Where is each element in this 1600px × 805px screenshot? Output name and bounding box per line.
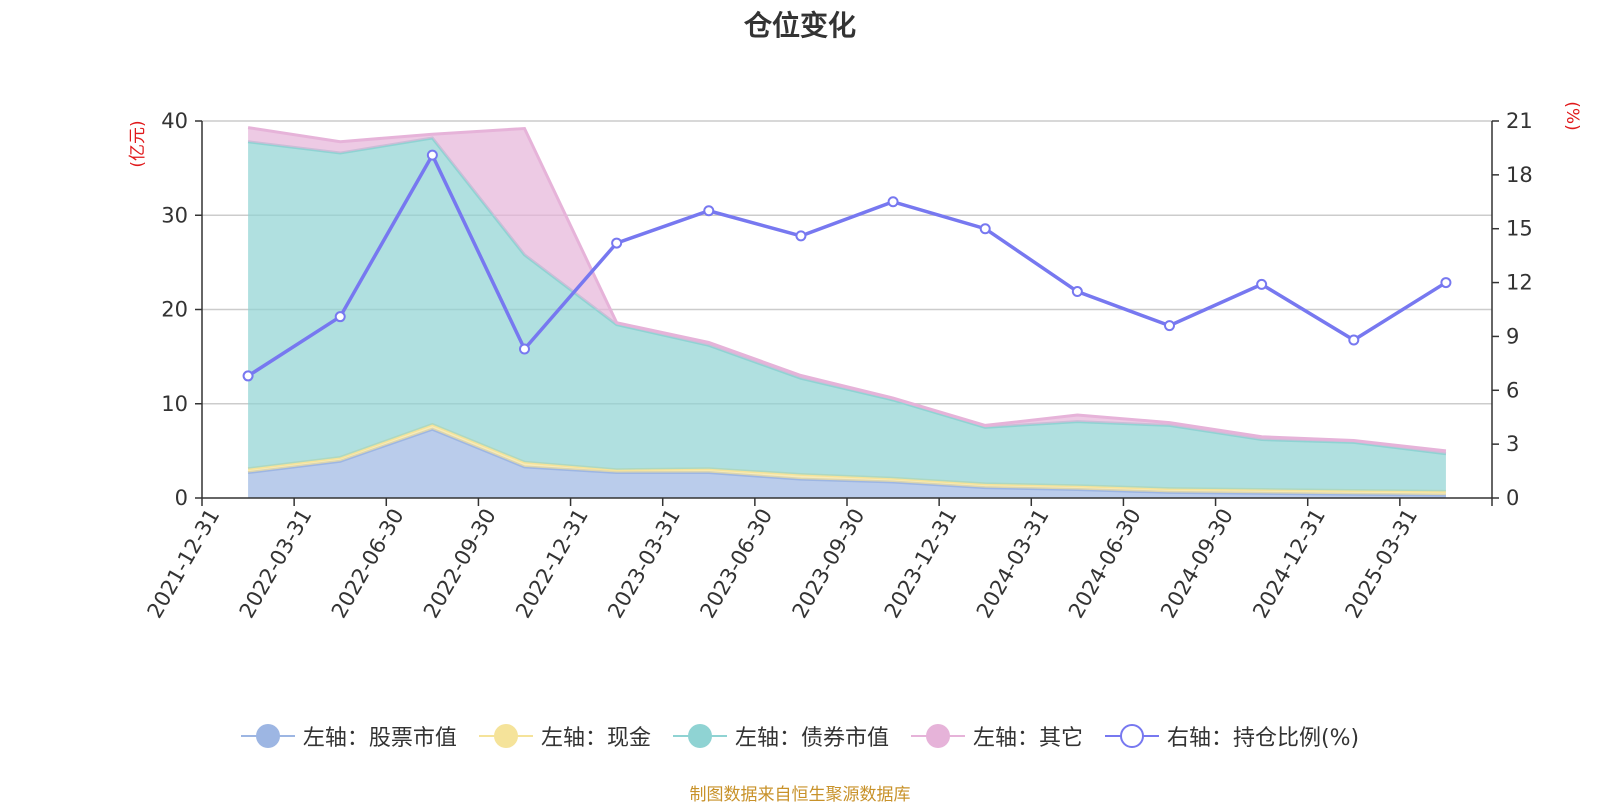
legend-ratio-icon — [1104, 723, 1159, 749]
right-tick-label-18: 18 — [1506, 163, 1533, 187]
stacked-areas — [247, 126, 1447, 498]
legend-other-icon — [910, 723, 965, 749]
legend-cash-icon — [478, 723, 533, 749]
ratio-point-2024-06-30 — [1164, 320, 1175, 332]
x-tick-label-2024-06-30: 2024-06-30 — [1064, 505, 1146, 623]
legend-bond-icon — [672, 723, 727, 749]
x-tick-label-2022-12-31: 2022-12-31 — [511, 505, 593, 623]
legend-label-bond: 左轴：债券市值 — [734, 726, 889, 751]
legend-item-other[interactable]: 左轴：其它 — [910, 720, 1083, 752]
area-other — [248, 127, 1446, 454]
x-tick-label-2025-03-31: 2025-03-31 — [1340, 505, 1422, 623]
x-tick-label-2022-06-30: 2022-06-30 — [327, 505, 409, 623]
right-tick-label-0: 0 — [1506, 486, 1519, 510]
ratio-point-2025-03-31 — [1440, 277, 1452, 289]
right-tick-label-9: 9 — [1506, 324, 1519, 348]
ratio-point-2022-03-31 — [334, 311, 346, 323]
legend-item-bond[interactable]: 左轴：债券市值 — [672, 720, 889, 752]
ratio-point-2021-12-31 — [242, 370, 254, 382]
legend-item-stock[interactable]: 左轴：股票市值 — [240, 720, 457, 752]
x-tick-label-2024-12-31: 2024-12-31 — [1248, 505, 1330, 623]
ratio-point-2022-12-31 — [611, 237, 623, 249]
area-stock — [248, 429, 1446, 498]
chart-svg: 0 10 20 30 40 0 3 6 9 12 15 18 21 2021-12-31 2022-03-3… — [128, 101, 1582, 623]
right-tick-label-12: 12 — [1506, 271, 1533, 295]
ratio-point-2023-03-31 — [703, 205, 715, 217]
legend-stock-icon — [240, 723, 295, 749]
x-tick-label-2023-06-30: 2023-06-30 — [695, 505, 777, 623]
left-tick-label-40: 40 — [161, 109, 188, 133]
left-tick-label-0: 0 — [175, 486, 188, 510]
right-tick-label-21: 21 — [1506, 109, 1533, 133]
x-tick-label-2023-12-31: 2023-12-31 — [880, 504, 962, 622]
left-tick-label-20: 20 — [161, 298, 188, 322]
legend: 左轴：股票市值 左轴：现金 左轴：债券市值 左轴：其它 右轴：持仓比例(%) — [0, 720, 1600, 752]
ratio-polyline — [247, 151, 1447, 378]
area-line-stock — [247, 427, 1446, 497]
ratio-point-2022-09-30 — [519, 343, 530, 355]
area-bond — [248, 137, 1446, 492]
x-tick-label-2024-03-31: 2024-03-31 — [972, 505, 1054, 623]
left-tick-label-10: 10 — [161, 392, 188, 416]
x-tick-label-2024-09-30: 2024-09-30 — [1156, 505, 1238, 623]
legend-label-ratio: 右轴：持仓比例(%) — [1166, 726, 1360, 751]
x-tick-label-2022-03-31: 2022-03-31 — [235, 505, 317, 623]
x-tick-label-2022-09-30: 2022-09-30 — [419, 505, 501, 623]
right-tick-label-6: 6 — [1506, 378, 1519, 402]
chart-title: 仓位变化 — [743, 9, 856, 42]
ratio-point-2023-06-30 — [795, 230, 807, 242]
x-tick-label-2021-12-31: 2021-12-31 — [143, 505, 225, 623]
area-line-other — [247, 126, 1447, 453]
left-axis-unit: (亿元) — [128, 120, 148, 167]
legend-label-other: 左轴：其它 — [972, 726, 1083, 751]
ratio-point-2023-09-30 — [887, 196, 899, 208]
ratio-point-2024-09-30 — [1256, 278, 1268, 290]
source-note: 制图数据来自恒生聚源数据库 — [689, 785, 911, 805]
ratio-point-2024-12-31 — [1348, 334, 1360, 346]
x-tick-label-2023-09-30: 2023-09-30 — [788, 505, 870, 623]
ratio-point-2022-06-30 — [426, 149, 438, 161]
right-tick-label-3: 3 — [1506, 432, 1519, 456]
ratio-point-2024-03-31 — [1071, 286, 1083, 298]
ratio-point-2023-12-31 — [979, 223, 991, 235]
legend-item-ratio[interactable]: 右轴：持仓比例(%) — [1104, 720, 1360, 752]
right-tick-label-15: 15 — [1506, 217, 1533, 241]
right-axis-unit: (%) — [1562, 101, 1582, 130]
legend-label-cash: 左轴：现金 — [540, 726, 651, 751]
legend-item-cash[interactable]: 左轴：现金 — [478, 720, 651, 752]
legend-label-stock: 左轴：股票市值 — [302, 726, 457, 751]
ratio-line — [242, 149, 1452, 382]
left-tick-label-30: 30 — [161, 203, 188, 227]
x-tick-label-2023-03-31: 2023-03-31 — [603, 505, 685, 623]
